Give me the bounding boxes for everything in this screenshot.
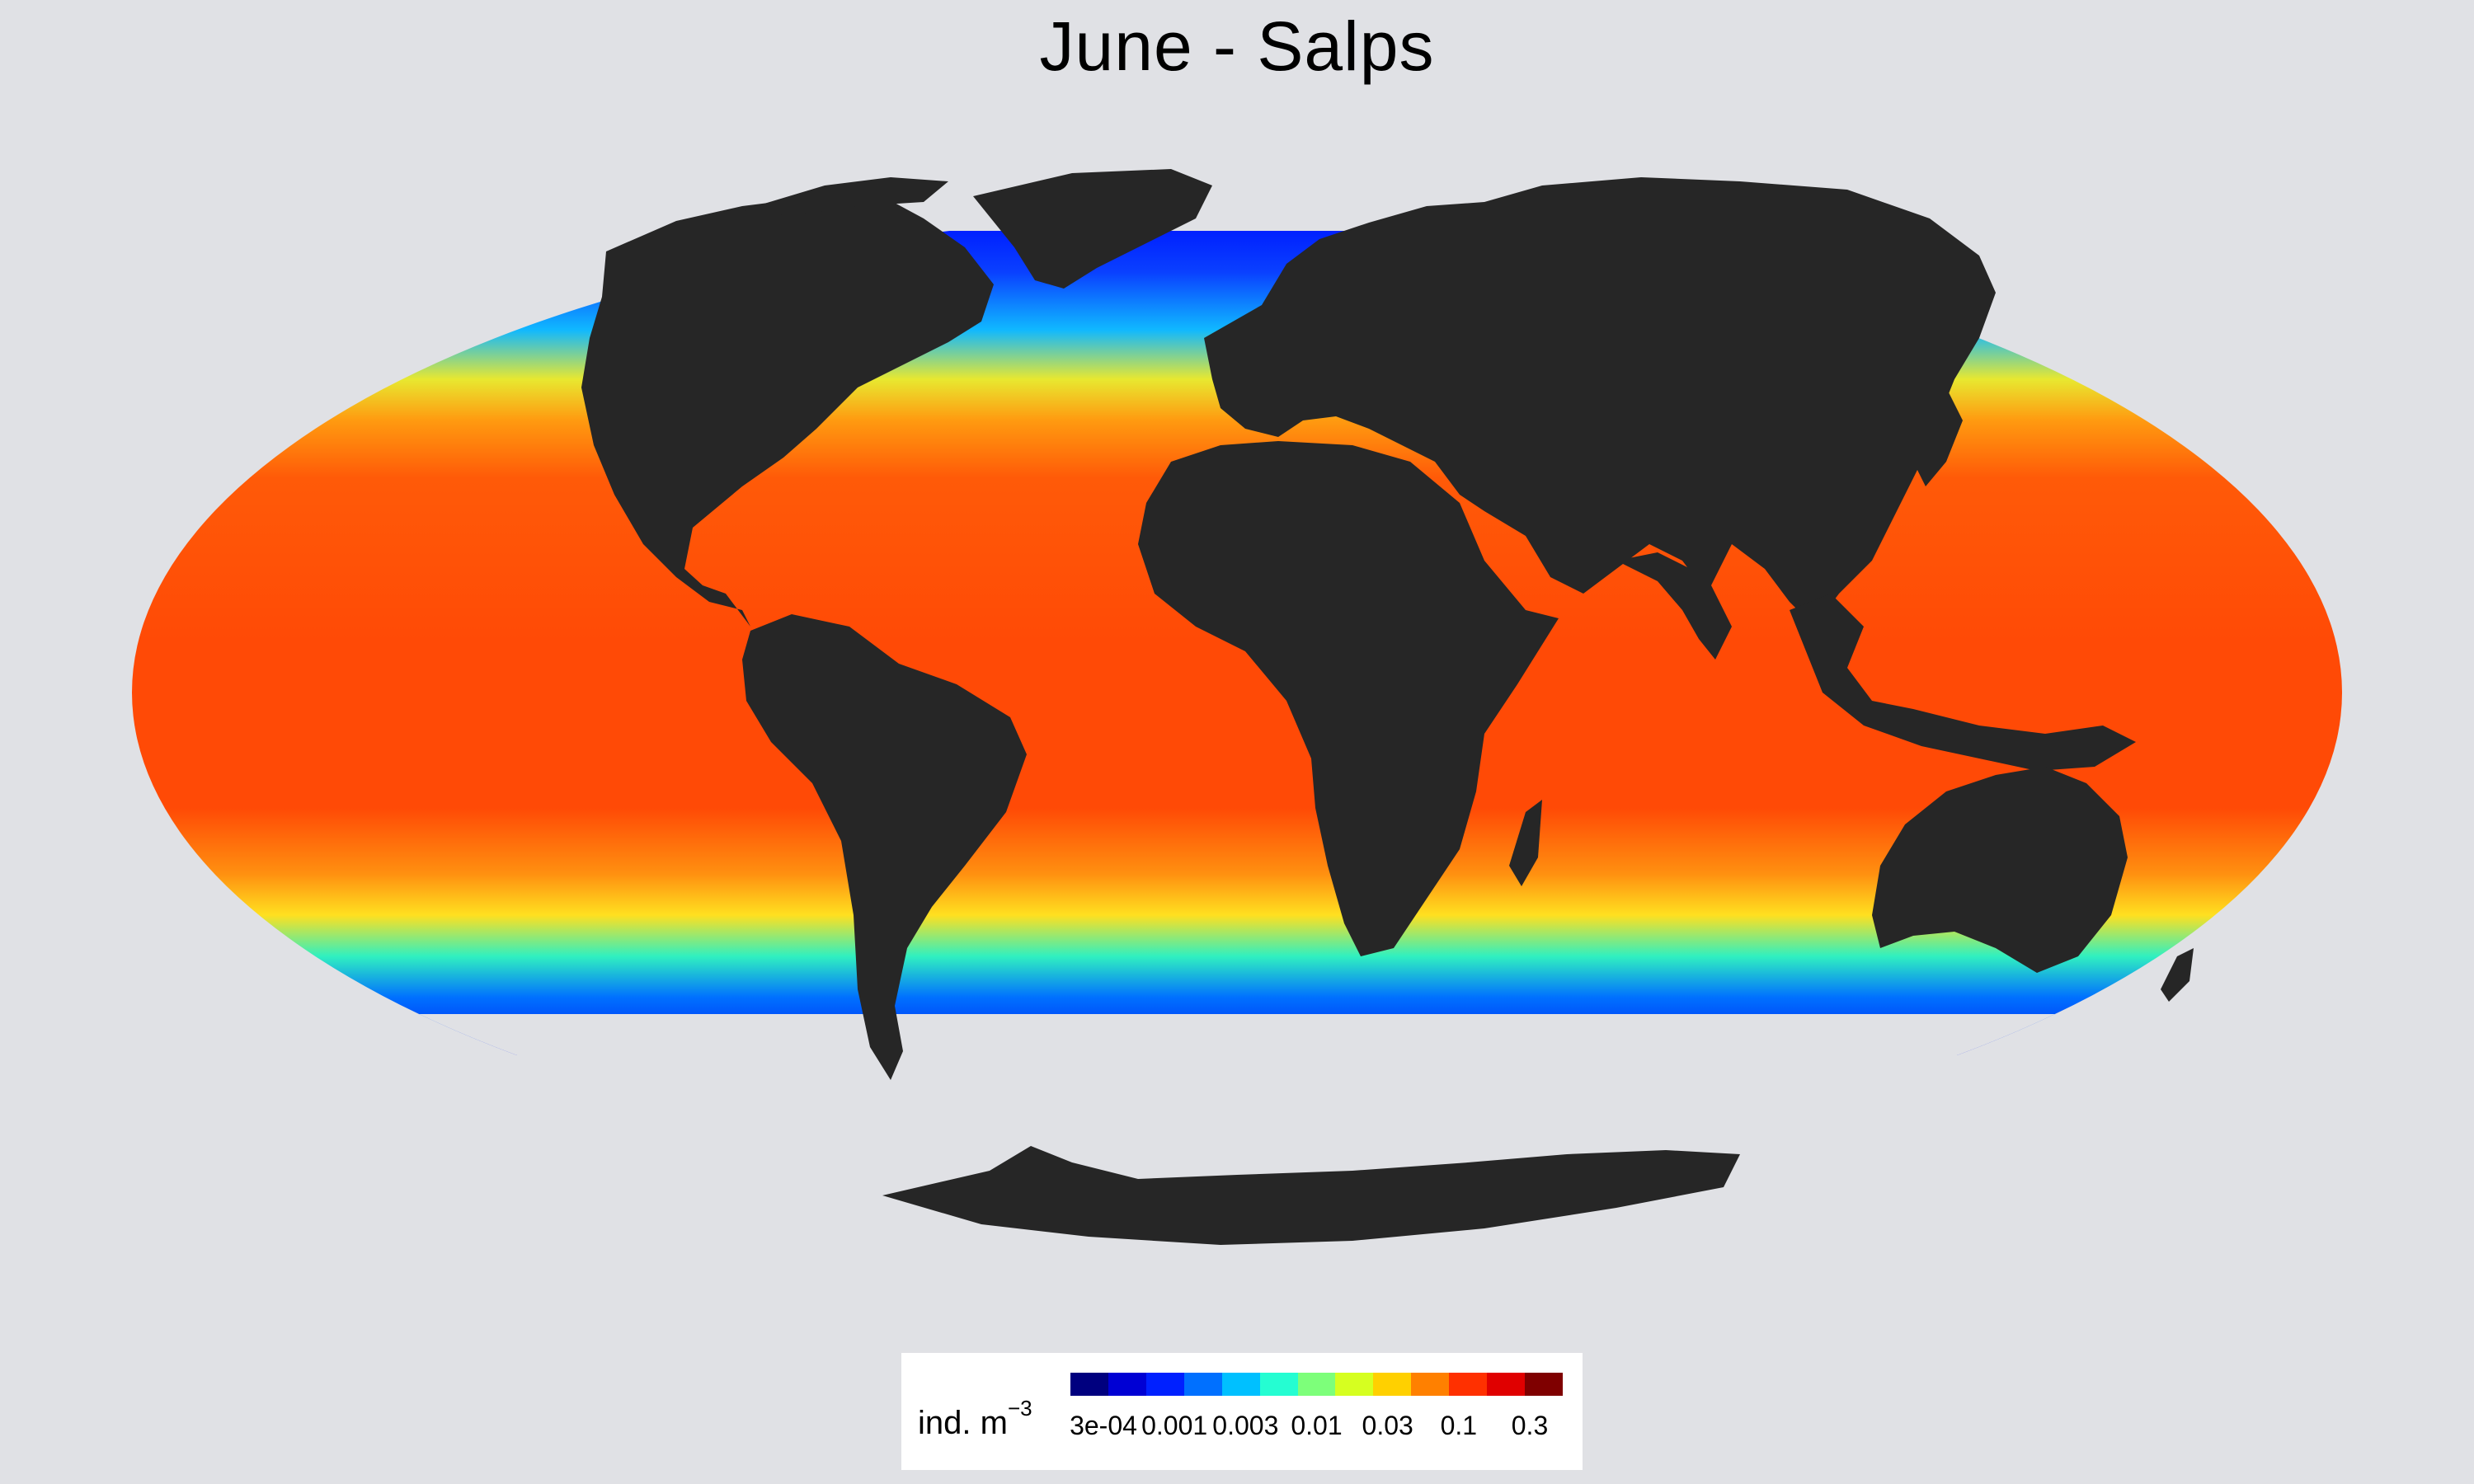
antarctica-landmass (882, 1146, 1740, 1245)
colorbar-tick-mark (1387, 1396, 1389, 1404)
legend-unit-exponent: −3 (1008, 1396, 1032, 1421)
colorbar-segment (1335, 1373, 1373, 1396)
colorbar-tick-label: 0.03 (1362, 1411, 1413, 1441)
colorbar-tick-mark (1244, 1396, 1246, 1404)
new-zealand-landmass (2161, 948, 2194, 1002)
colorbar-tick-label: 0.3 (1512, 1411, 1548, 1441)
colorbar-tick-label: 0.01 (1291, 1411, 1342, 1441)
colorbar-segment (1373, 1373, 1411, 1396)
colorbar-segment (1146, 1373, 1184, 1396)
legend-unit-text: ind. m (918, 1405, 1008, 1441)
colorbar-tick-label: 0.1 (1441, 1411, 1477, 1441)
colorbar-segment (1108, 1373, 1146, 1396)
colorbar-segment (1260, 1373, 1298, 1396)
colorbar-tick-label: 0.003 (1212, 1411, 1278, 1441)
colorbar-tick-mark (1174, 1396, 1175, 1404)
legend-title: ind. m−3 (918, 1396, 1032, 1442)
colorbar-segment (1298, 1373, 1336, 1396)
colorbar-segment (1070, 1373, 1108, 1396)
colorbar-segment (1184, 1373, 1222, 1396)
legend-panel: ind. m−3 3e-04 0.001 0.003 0.01 0.03 0.1 0.3 (901, 1353, 1583, 1470)
colorbar-tick-mark (1316, 1396, 1318, 1404)
colorbar-segment (1449, 1373, 1487, 1396)
colorbar-segment (1487, 1373, 1525, 1396)
colorbar-tick-label: 0.001 (1141, 1411, 1207, 1441)
colorbar-segment (1222, 1373, 1260, 1396)
colorbar-tick-mark (1529, 1396, 1531, 1404)
colorbar (1070, 1373, 1563, 1396)
colorbar-tick-mark (1458, 1396, 1460, 1404)
colorbar-segment (1411, 1373, 1449, 1396)
colorbar-tick-mark (1103, 1396, 1104, 1404)
colorbar-tick-label: 3e-04 (1070, 1411, 1137, 1441)
colorbar-segment (1525, 1373, 1563, 1396)
